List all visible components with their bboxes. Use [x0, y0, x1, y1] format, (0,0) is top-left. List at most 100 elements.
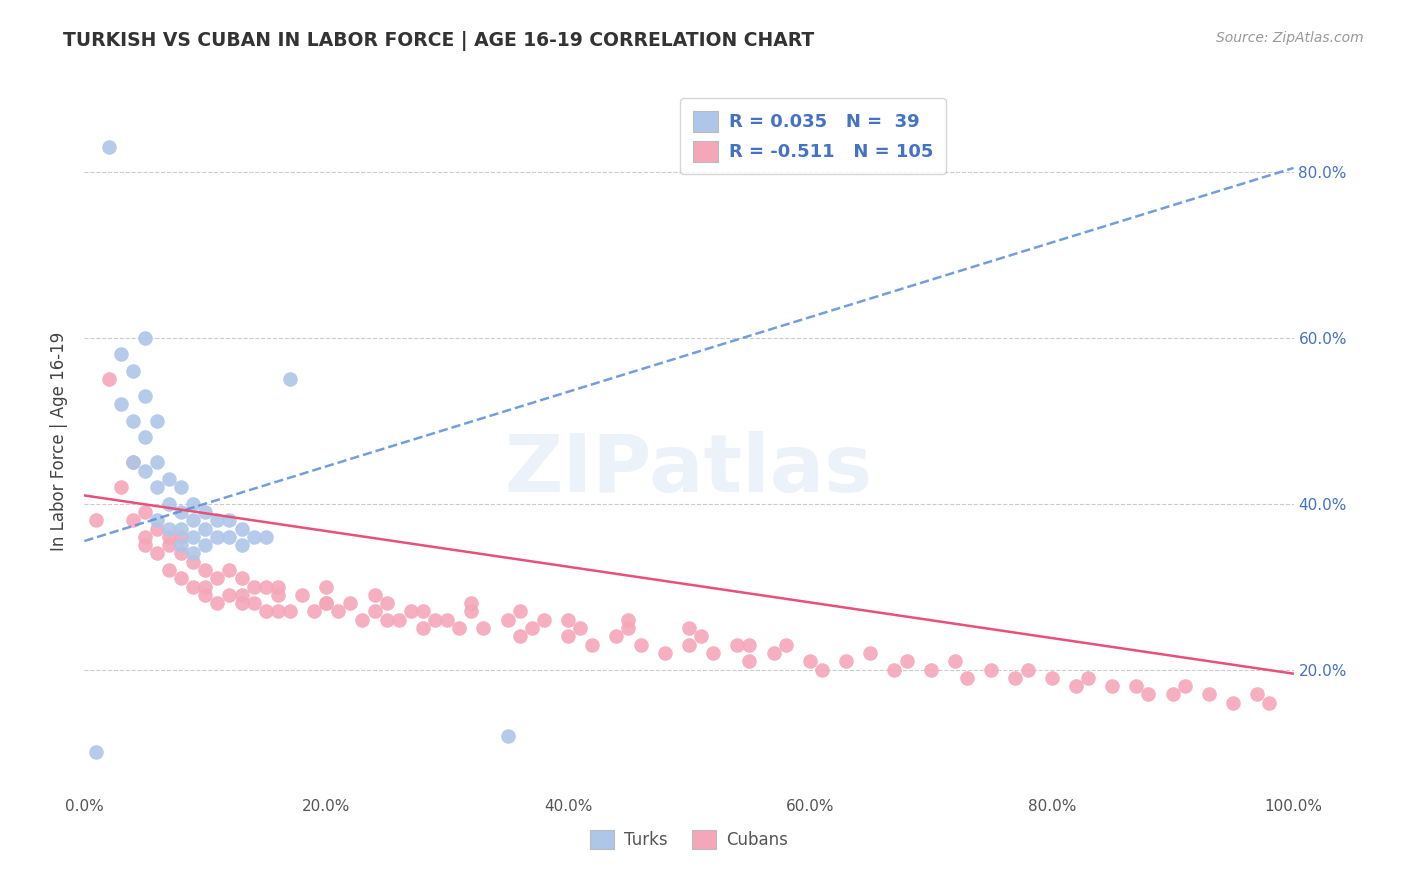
Point [194, 505, 217, 519]
Point [157, 530, 180, 544]
Point [181, 546, 204, 560]
Point [267, 605, 290, 619]
Point [738, 654, 761, 668]
Point [678, 638, 700, 652]
Point [267, 580, 290, 594]
Point [157, 522, 180, 536]
Point [678, 621, 700, 635]
Point [399, 605, 422, 619]
Point [423, 613, 446, 627]
Point [207, 530, 229, 544]
Point [110, 347, 132, 361]
Point [412, 605, 434, 619]
Point [557, 613, 579, 627]
Point [581, 638, 603, 652]
Point [956, 671, 979, 685]
Point [254, 530, 277, 544]
Point [207, 571, 229, 585]
Point [1246, 687, 1268, 701]
Point [207, 513, 229, 527]
Point [278, 372, 301, 386]
Point [775, 638, 797, 652]
Point [86, 513, 108, 527]
Point [267, 588, 290, 602]
Point [388, 613, 411, 627]
Point [617, 613, 640, 627]
Point [146, 480, 169, 494]
Point [121, 455, 143, 469]
Point [207, 596, 229, 610]
Point [496, 613, 519, 627]
Point [242, 580, 264, 594]
Point [170, 538, 193, 552]
Point [194, 538, 217, 552]
Point [883, 663, 905, 677]
Point [146, 455, 169, 469]
Point [496, 729, 519, 743]
Text: TURKISH VS CUBAN IN LABOR FORCE | AGE 16-19 CORRELATION CHART: TURKISH VS CUBAN IN LABOR FORCE | AGE 16… [63, 31, 814, 51]
Point [146, 513, 169, 527]
Point [896, 654, 918, 668]
Point [980, 663, 1002, 677]
Point [181, 497, 204, 511]
Point [1198, 687, 1220, 701]
Point [1017, 663, 1039, 677]
Point [509, 605, 531, 619]
Point [1222, 696, 1244, 710]
Point [630, 638, 652, 652]
Point [520, 621, 543, 635]
Point [170, 546, 193, 560]
Point [859, 646, 882, 660]
Point [363, 605, 385, 619]
Point [1125, 679, 1147, 693]
Point [121, 364, 143, 378]
Point [146, 414, 169, 428]
Point [943, 654, 966, 668]
Point [1077, 671, 1099, 685]
Point [231, 571, 253, 585]
Point [86, 746, 108, 760]
Point [375, 596, 398, 610]
Text: ZIPatlas: ZIPatlas [505, 431, 873, 508]
Point [835, 654, 858, 668]
Point [1161, 687, 1184, 701]
Point [157, 497, 180, 511]
Point [1040, 671, 1063, 685]
Point [218, 530, 240, 544]
Point [157, 563, 180, 577]
Point [121, 455, 143, 469]
Point [181, 580, 204, 594]
Point [315, 596, 337, 610]
Point [181, 555, 204, 569]
Point [605, 629, 627, 643]
Point [278, 605, 301, 619]
Point [134, 505, 156, 519]
Point [1137, 687, 1160, 701]
Point [134, 331, 156, 345]
Point [181, 530, 204, 544]
Point [375, 613, 398, 627]
Point [170, 522, 193, 536]
Point [157, 538, 180, 552]
Point [121, 513, 143, 527]
Point [569, 621, 592, 635]
Point [97, 140, 120, 154]
Point [170, 571, 193, 585]
Point [254, 605, 277, 619]
Point [134, 389, 156, 403]
Point [690, 629, 713, 643]
Point [231, 538, 253, 552]
Point [436, 613, 458, 627]
Point [218, 588, 240, 602]
Point [121, 414, 143, 428]
Point [339, 596, 361, 610]
Point [315, 596, 337, 610]
Point [194, 588, 217, 602]
Point [811, 663, 834, 677]
Point [146, 546, 169, 560]
Point [194, 522, 217, 536]
Point [181, 513, 204, 527]
Point [702, 646, 724, 660]
Point [920, 663, 942, 677]
Point [134, 530, 156, 544]
